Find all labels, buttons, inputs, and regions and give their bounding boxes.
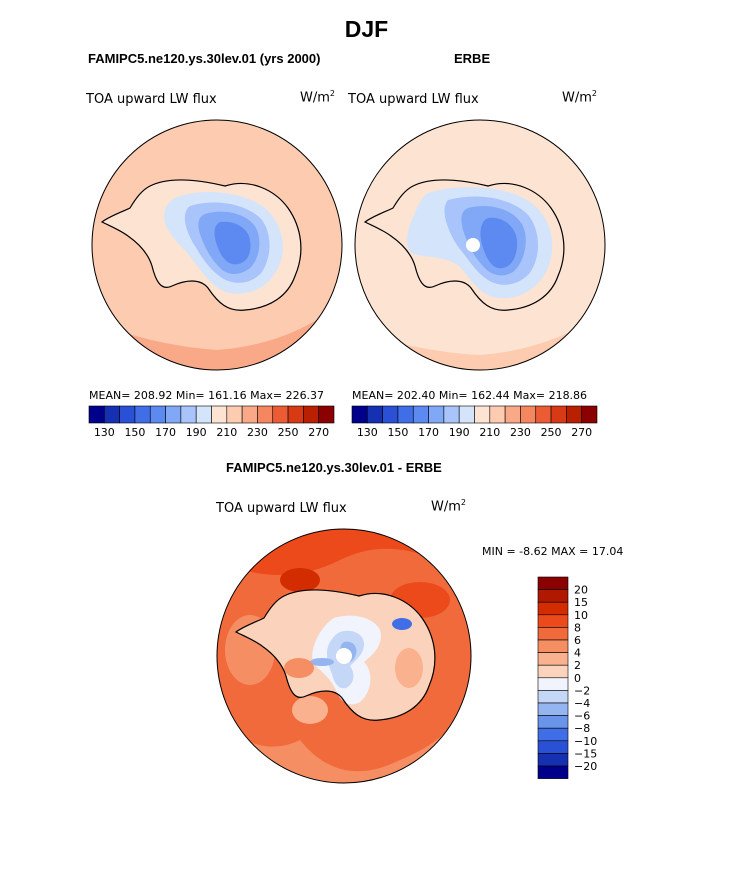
colorbar-tick-label: 270 xyxy=(571,426,592,439)
colorbar-swatch xyxy=(412,405,429,424)
difference-polar-map xyxy=(216,528,472,784)
colorbar-tick-label: 15 xyxy=(574,596,588,609)
right-colorbar: 130 150 170 190 210 230 250 270 xyxy=(351,405,598,439)
colorbar-tick-label: 250 xyxy=(541,426,562,439)
colorbar-swatch xyxy=(104,405,120,424)
colorbar-tick-label: 170 xyxy=(155,426,176,439)
left-stats-text: MEAN= 208.92 Min= 161.16 Max= 226.37 xyxy=(89,389,325,402)
difference-minmax-text: MIN = -8.62 MAX = 17.04 xyxy=(482,545,624,558)
colorbar-swatch xyxy=(550,405,567,424)
colorbar-swatch xyxy=(537,652,569,666)
colorbar-swatch xyxy=(535,405,552,424)
colorbar-tick-label: 150 xyxy=(124,426,145,439)
difference-units-label: W/m2 xyxy=(431,498,466,515)
colorbar-tick-label: −20 xyxy=(574,760,597,773)
left-polar-map xyxy=(91,119,343,371)
colorbar-swatch xyxy=(537,727,569,742)
colorbar-tick-label: 210 xyxy=(216,426,237,439)
colorbar-swatch xyxy=(367,405,383,424)
colorbar-swatch xyxy=(504,405,521,424)
colorbar-swatch xyxy=(537,627,569,641)
colorbar-swatch xyxy=(195,405,212,424)
colorbar-swatch xyxy=(318,405,335,424)
colorbar-tick-label: 250 xyxy=(278,426,299,439)
colorbar-tick-label: 190 xyxy=(449,426,470,439)
colorbar-swatch xyxy=(458,405,475,424)
colorbar-tick-label: 20 xyxy=(574,584,588,597)
colorbar-swatch xyxy=(537,740,569,754)
left-colorbar: 130 150 170 190 210 230 250 270 xyxy=(88,405,335,439)
colorbar-swatch xyxy=(581,405,598,424)
colorbar-swatch xyxy=(241,405,258,424)
colorbar-swatch xyxy=(134,405,151,424)
left-units-label: W/m2 xyxy=(300,89,335,106)
colorbar-swatch xyxy=(537,753,569,767)
colorbar-tick-label: 270 xyxy=(308,426,329,439)
colorbar-tick-label: 10 xyxy=(574,609,588,622)
colorbar-tick-label: 130 xyxy=(94,426,115,439)
colorbar-tick-label: 4 xyxy=(574,647,581,660)
colorbar-tick-label: 2 xyxy=(574,659,581,672)
colorbar-tick-label: 230 xyxy=(247,426,268,439)
colorbar-swatch xyxy=(520,405,537,424)
right-variable-label: TOA upward LW flux xyxy=(348,92,479,107)
colorbar-swatch xyxy=(537,702,569,716)
colorbar-swatch xyxy=(537,690,569,704)
right-polar-map xyxy=(354,119,606,371)
colorbar-swatch xyxy=(537,715,569,729)
colorbar-tick-label: 8 xyxy=(574,621,581,634)
left-panel-title: FAMIPC5.ne120.ys.30lev.01 (yrs 2000) xyxy=(88,51,321,66)
colorbar-swatch xyxy=(149,405,166,424)
colorbar-swatch xyxy=(351,405,368,424)
colorbar-tick-label: −8 xyxy=(574,722,590,735)
colorbar-swatch xyxy=(537,601,569,616)
colorbar-tick-label: 6 xyxy=(574,634,581,647)
colorbar-swatch xyxy=(566,405,582,424)
colorbar-swatch xyxy=(226,405,243,424)
colorbar-swatch xyxy=(303,405,319,424)
colorbar-swatch xyxy=(474,405,491,424)
colorbar-swatch xyxy=(165,405,182,424)
colorbar-tick-label: 210 xyxy=(479,426,500,439)
colorbar-swatch xyxy=(88,405,105,424)
colorbar-tick-label: −10 xyxy=(574,735,597,748)
colorbar-swatch xyxy=(211,405,228,424)
colorbar-swatch xyxy=(287,405,304,424)
difference-variable-label: TOA upward LW flux xyxy=(216,501,347,516)
colorbar-swatch xyxy=(537,765,569,779)
difference-panel-title: FAMIPC5.ne120.ys.30lev.01 - ERBE xyxy=(226,460,442,475)
colorbar-swatch xyxy=(443,405,460,424)
colorbar-swatch xyxy=(119,405,136,424)
colorbar-swatch xyxy=(537,589,569,603)
right-panel-title: ERBE xyxy=(454,51,491,66)
colorbar-swatch xyxy=(537,677,569,691)
colorbar-tick-label: 150 xyxy=(387,426,408,439)
colorbar-tick-label: −2 xyxy=(574,684,590,697)
colorbar-swatch xyxy=(537,639,569,653)
colorbar-swatch xyxy=(537,614,569,628)
colorbar-swatch xyxy=(489,405,506,424)
colorbar-swatch xyxy=(428,405,445,424)
colorbar-swatch xyxy=(537,664,569,679)
colorbar-tick-label: −15 xyxy=(574,747,597,760)
colorbar-tick-label: 230 xyxy=(510,426,531,439)
colorbar-tick-label: 170 xyxy=(418,426,439,439)
right-units-label: W/m2 xyxy=(562,89,597,106)
colorbar-swatch xyxy=(272,405,289,424)
colorbar-tick-label: −6 xyxy=(574,710,590,723)
colorbar-tick-label: 130 xyxy=(357,426,378,439)
colorbar-swatch xyxy=(537,576,569,590)
page-title: DJF xyxy=(344,16,389,42)
colorbar-tick-label: 0 xyxy=(574,672,581,685)
colorbar-swatch xyxy=(257,405,274,424)
colorbar-tick-label: −4 xyxy=(574,697,590,710)
left-variable-label: TOA upward LW flux xyxy=(86,92,217,107)
right-stats-text: MEAN= 202.40 Min= 162.44 Max= 218.86 xyxy=(352,389,588,402)
colorbar-tick-label: 190 xyxy=(186,426,207,439)
colorbar-swatch xyxy=(397,405,414,424)
colorbar-swatch xyxy=(382,405,399,424)
colorbar-swatch xyxy=(180,405,197,424)
